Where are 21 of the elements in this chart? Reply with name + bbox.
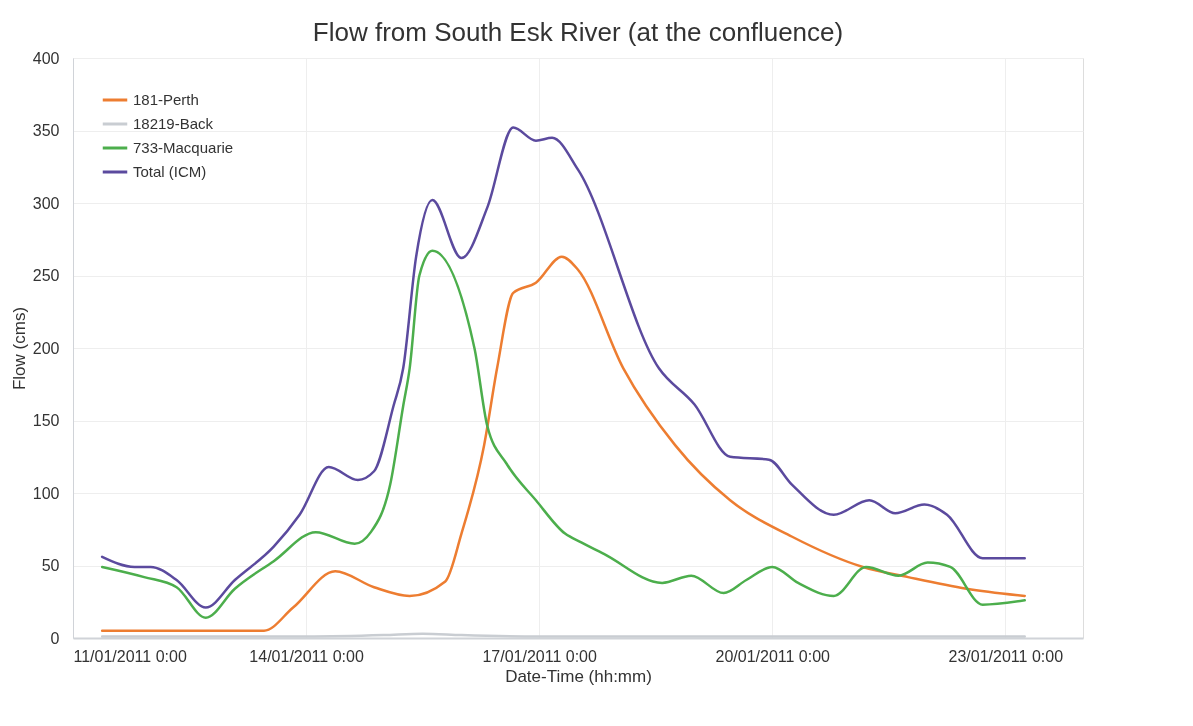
legend-label: 181-Perth <box>133 91 199 108</box>
y-tick-label: 350 <box>32 122 60 139</box>
y-tick-label: 0 <box>50 629 60 647</box>
x-tick-label: 11/01/2011 0:00 <box>73 647 187 665</box>
legend-label: 733-Macquarie <box>133 139 234 156</box>
legend-label: Total (ICM) <box>133 163 207 180</box>
chart-title: Flow from South Esk River (at the confluence) <box>312 17 844 47</box>
y-tick-label: 250 <box>32 267 60 284</box>
x-axis-title: Date-Time (hh:mm) <box>505 666 652 686</box>
x-tick-label: 23/01/2011 0:00 <box>948 647 1064 665</box>
x-tick-label: 17/01/2011 0:00 <box>482 647 597 665</box>
legend-label: 18219-Back <box>133 115 214 132</box>
y-tick-label: 400 <box>32 49 60 67</box>
y-tick-label: 100 <box>32 484 60 502</box>
y-tick-label: 50 <box>41 557 60 574</box>
x-tick-label: 20/01/2011 0:00 <box>715 647 831 665</box>
y-tick-label: 300 <box>32 194 60 212</box>
y-axis-title: Flow (cms) <box>9 306 29 391</box>
y-tick-label: 150 <box>32 412 60 429</box>
x-tick-label: 14/01/2011 0:00 <box>249 647 364 665</box>
y-tick-label: 200 <box>32 339 60 357</box>
